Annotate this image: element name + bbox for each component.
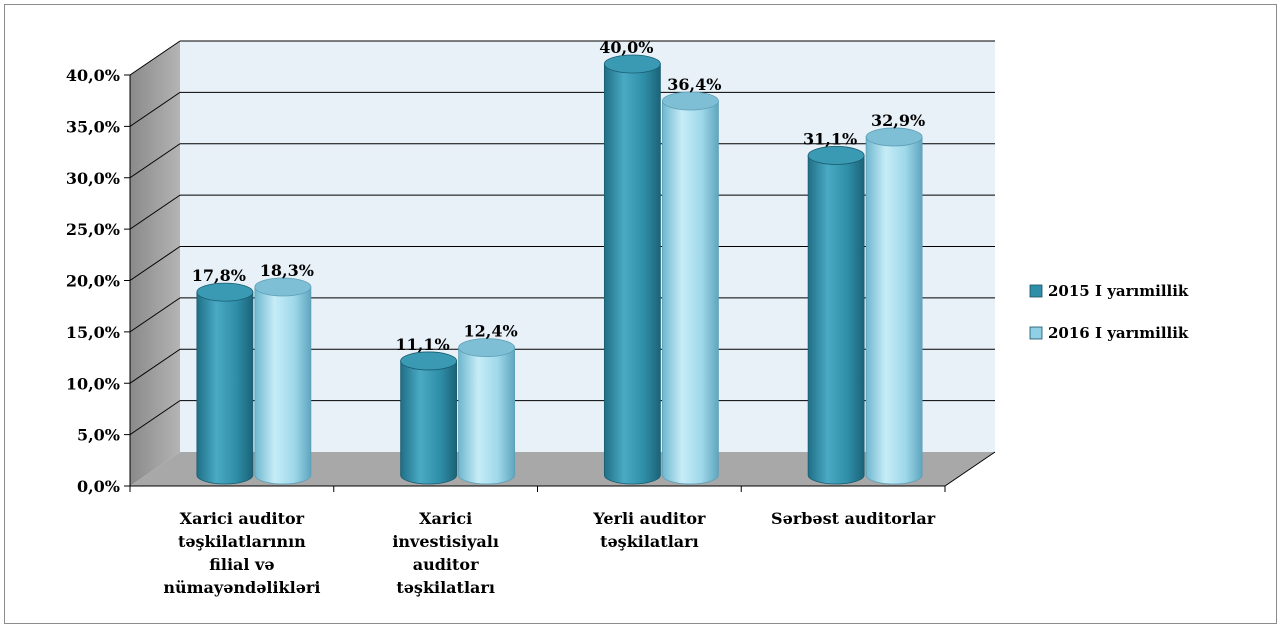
- category-label-line: nümayəndəlikləri: [163, 578, 320, 597]
- legend-label: 2016 I yarımillik: [1048, 324, 1189, 342]
- data-label: 32,9%: [871, 111, 925, 130]
- cylinder-top: [603, 54, 661, 74]
- y-tick-label: 30,0%: [66, 169, 120, 188]
- category-label: Xarici investisiyalı auditor təşkilatları: [392, 509, 499, 597]
- y-tick-label: 20,0%: [66, 272, 120, 291]
- category-label: Sərbəst auditorlar: [771, 509, 936, 528]
- data-label: 12,4%: [464, 322, 518, 341]
- category-label-line: Xarici auditor: [180, 509, 305, 528]
- bar-series-2016-cat-4: [865, 127, 923, 485]
- floor-edge: [944, 451, 996, 487]
- cylinder-body: [807, 155, 865, 485]
- floor: [130, 452, 995, 486]
- bar-series-2015-cat-1: [196, 282, 254, 485]
- category-label-line: Sərbəst auditorlar: [771, 509, 936, 528]
- data-label: 17,8%: [192, 266, 246, 285]
- gridline: [129, 297, 181, 333]
- y-tick-label: 0,0%: [77, 477, 120, 496]
- cylinder-top: [400, 351, 458, 371]
- gridline: [129, 246, 181, 281]
- category-label-line: investisiyalı: [392, 532, 499, 551]
- cylinder-body: [196, 291, 254, 485]
- y-tick-label: 15,0%: [66, 323, 120, 342]
- legend-label: 2015 I yarımillik: [1048, 282, 1189, 300]
- legend: 2015 I yarımillik 2016 I yarımillik: [1029, 282, 1189, 342]
- gridline: [129, 143, 181, 179]
- category-label-line: auditor: [413, 555, 479, 574]
- cylinder-top: [458, 338, 516, 357]
- bar-series-2015-cat-3: [603, 54, 661, 485]
- data-label: 36,4%: [667, 75, 721, 94]
- cylinder-body: [400, 360, 458, 485]
- data-label: 11,1%: [396, 335, 450, 354]
- data-label: 40,0%: [599, 38, 653, 57]
- category-label: Yerli auditor təşkilatları: [592, 509, 706, 551]
- cylinder-body: [254, 286, 312, 485]
- category-label-line: təşkilatları: [396, 578, 495, 597]
- gridline: [129, 348, 181, 384]
- cylinder-body: [661, 100, 719, 485]
- y-tick-label: 10,0%: [66, 374, 120, 393]
- y-tick-label: 40,0%: [66, 66, 120, 85]
- category-label-line: təşkilatlarının: [178, 532, 306, 551]
- cylinder-top: [196, 282, 254, 302]
- cylinder-body: [603, 63, 661, 485]
- category-label-line: Xarici: [419, 509, 472, 528]
- cylinder-top: [254, 277, 312, 297]
- category-label-line: təşkilatları: [600, 532, 699, 551]
- y-tick-label: 25,0%: [66, 220, 120, 239]
- cylinder-top: [661, 91, 719, 111]
- category-label-line: filial və: [209, 555, 274, 574]
- cylinder-body: [865, 136, 923, 485]
- legend-swatch: [1029, 326, 1043, 340]
- cylinder-body: [458, 347, 516, 485]
- bar-series-2016-cat-1: [254, 277, 312, 485]
- cylinder-top: [807, 146, 865, 165]
- cylinder-top: [865, 127, 923, 147]
- data-label: 18,3%: [260, 261, 314, 280]
- y-tick-label: 35,0%: [66, 117, 120, 136]
- gridline: [129, 194, 181, 230]
- legend-swatch: [1029, 284, 1043, 298]
- bar-series-2016-cat-3: [661, 91, 719, 485]
- data-label: 31,1%: [803, 129, 857, 148]
- gridline: [129, 400, 181, 436]
- bar-series-2015-cat-2: [400, 351, 458, 485]
- bar-series-2015-cat-4: [807, 146, 865, 485]
- bar-series-2016-cat-2: [458, 338, 516, 485]
- category-label: Xarici auditor təşkilatlarının filial və nü…: [163, 509, 320, 597]
- category-label-line: Yerli auditor: [592, 509, 706, 528]
- gridline: [129, 91, 181, 127]
- y-tick-label: 5,0%: [77, 426, 120, 445]
- gridline: [129, 40, 181, 76]
